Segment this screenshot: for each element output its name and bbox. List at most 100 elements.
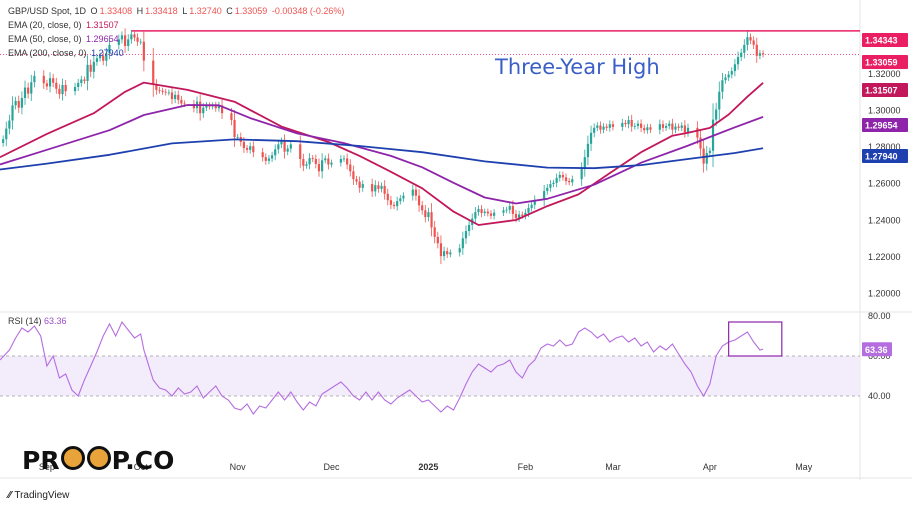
- candle-body: [158, 89, 161, 91]
- price-tick-label: 1.20000: [868, 289, 901, 299]
- ema200-value: 1.27940: [91, 48, 124, 58]
- ema-line-200: [0, 138, 764, 171]
- candle-body: [314, 159, 317, 164]
- candle-body: [643, 127, 646, 131]
- time-tick-label: Sep: [39, 462, 55, 472]
- candle-body: [552, 182, 555, 185]
- price-badge-label: 1.33059: [865, 58, 898, 68]
- candle-body: [568, 180, 571, 183]
- candle-body: [458, 248, 461, 253]
- price-tick-label: 1.30000: [868, 105, 901, 115]
- candle-body: [399, 198, 402, 202]
- candle-body: [233, 119, 236, 138]
- candle-body: [718, 91, 721, 110]
- candle-body: [446, 251, 449, 255]
- time-tick-label: Mar: [605, 462, 621, 472]
- ema-line-20: [0, 81, 764, 226]
- candle-body: [389, 200, 393, 205]
- candle-body: [242, 141, 246, 149]
- open-value: 1.33408: [99, 6, 133, 16]
- candle-body: [474, 212, 477, 219]
- candle-body: [42, 75, 45, 84]
- candle-body: [321, 160, 324, 172]
- candle-body: [671, 123, 674, 130]
- candle-body: [624, 122, 627, 125]
- price-badge: [862, 55, 908, 69]
- candle-body: [477, 209, 480, 213]
- ema50-value: 1.29654: [86, 34, 119, 44]
- candle-body: [483, 211, 486, 214]
- candle-body: [174, 94, 177, 100]
- candle-body: [283, 141, 286, 152]
- candle-body: [105, 53, 108, 61]
- candle-body: [746, 37, 749, 45]
- candle-body: [136, 37, 139, 42]
- rsi-highlight-box: [728, 321, 783, 357]
- rsi-badge: [862, 342, 892, 357]
- candle-body: [102, 55, 105, 61]
- candle-body: [686, 127, 690, 133]
- candle-body: [52, 78, 55, 83]
- candle-body: [89, 64, 92, 72]
- candle-body: [436, 236, 439, 244]
- candle-body: [661, 124, 665, 128]
- symbol-label: GBP/USD Spot, 1D: [8, 6, 87, 16]
- candle-body: [433, 227, 436, 237]
- candle-body: [402, 195, 405, 199]
- candle-body: [730, 71, 733, 75]
- candle-body: [386, 193, 389, 201]
- candle-body: [58, 88, 61, 95]
- ema20-value: 1.31507: [86, 20, 119, 30]
- candle-body: [392, 204, 396, 207]
- candle-body: [424, 210, 427, 218]
- candle-body: [205, 105, 208, 108]
- candle-body: [583, 157, 586, 170]
- rsi-legend: RSI (14) 63.36: [8, 316, 67, 326]
- candle-body: [152, 60, 155, 85]
- price-tick-label: 1.22000: [868, 252, 901, 262]
- candle-body: [740, 52, 743, 57]
- candle-body: [599, 125, 602, 130]
- candle-body: [721, 80, 724, 92]
- price-badge-label: 1.34343: [865, 36, 898, 46]
- candle-body: [374, 185, 377, 192]
- candle-body: [683, 125, 686, 133]
- propco-logo: PR P.CO: [22, 446, 175, 475]
- candle-body: [371, 184, 374, 192]
- candle-body: [514, 213, 518, 219]
- tradingview-footer[interactable]: ⁄⁄ TradingView: [8, 490, 69, 501]
- rsi-tick-label: 80.00: [868, 311, 891, 321]
- candle-body: [33, 75, 36, 83]
- candle-body: [170, 92, 174, 100]
- rsi-label: RSI (14): [8, 316, 42, 326]
- candle-body: [352, 171, 355, 180]
- candle-body: [55, 82, 58, 89]
- candle-body: [17, 100, 20, 108]
- time-tick-label: May: [795, 462, 813, 472]
- candle-body: [736, 56, 740, 65]
- price-badge: [862, 149, 908, 163]
- candle-body: [527, 207, 530, 213]
- candle-body: [677, 126, 680, 128]
- candle-body: [133, 34, 136, 38]
- candle-body: [533, 199, 536, 205]
- candle-body: [680, 125, 683, 128]
- high-label: H: [136, 6, 144, 16]
- candle-body: [480, 209, 483, 214]
- three-year-high-annotation: Three-Year High: [495, 55, 660, 79]
- candle-body: [493, 212, 496, 216]
- candle-body: [183, 103, 186, 105]
- candle-body: [752, 40, 755, 45]
- candle-body: [2, 139, 5, 143]
- rsi-tick-label: 40.00: [868, 391, 891, 401]
- candle-body: [245, 148, 249, 150]
- candle-body: [127, 39, 130, 46]
- candle-body: [305, 164, 308, 166]
- candle-body: [361, 184, 364, 188]
- candle-body: [45, 83, 49, 87]
- candle-body: [524, 212, 527, 216]
- candle-body: [8, 120, 11, 129]
- candle-body: [11, 105, 14, 121]
- candle-body: [639, 123, 643, 128]
